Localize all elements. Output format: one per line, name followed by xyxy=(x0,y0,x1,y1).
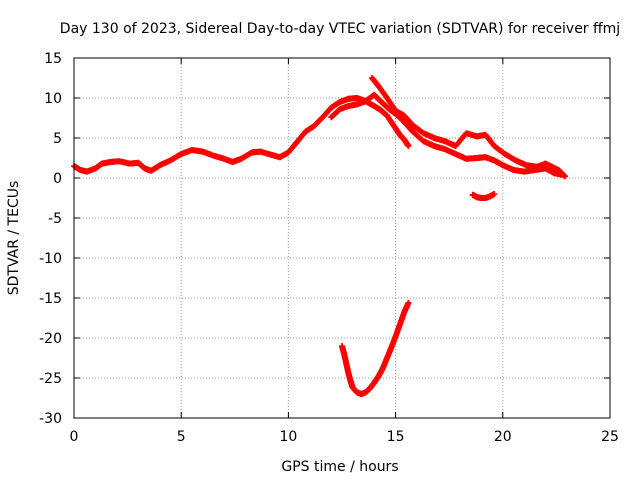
x-tick-label: 25 xyxy=(601,429,619,445)
y-tick-label: 10 xyxy=(44,91,62,107)
main-trace-b xyxy=(328,91,566,178)
x-tick-label: 5 xyxy=(177,429,186,445)
main-trace-a xyxy=(71,95,412,175)
short-offset-segment xyxy=(469,191,498,201)
data-point xyxy=(405,143,412,149)
y-tick-label: -25 xyxy=(39,371,62,387)
grid-lines xyxy=(74,58,610,418)
plot-frame xyxy=(73,57,611,419)
y-tick-label: 0 xyxy=(53,171,62,187)
y-tick-label: -15 xyxy=(39,291,62,307)
chart-title: Day 130 of 2023, Sidereal Day-to-day VTE… xyxy=(60,21,620,37)
x-tick-label: 0 xyxy=(70,429,79,445)
y-tick-label: 5 xyxy=(53,131,62,147)
negative-dip xyxy=(339,299,412,397)
data-point xyxy=(491,191,498,197)
x-tick-label: 15 xyxy=(387,429,405,445)
data-points xyxy=(71,75,568,397)
y-tick-label: 15 xyxy=(44,51,62,67)
data-point xyxy=(561,173,568,180)
y-tick-label: -10 xyxy=(39,251,62,267)
axis-ticks: 0 5 10 15 20 25 15 10 5 0 -5 -10 -15 -20 -25 -30 xyxy=(39,51,619,445)
x-tick-label: 20 xyxy=(494,429,512,445)
y-axis-label: SDTVAR / TECUs xyxy=(6,181,22,296)
main-trace-c xyxy=(369,75,568,180)
x-tick-label: 10 xyxy=(279,429,297,445)
y-tick-label: -5 xyxy=(48,211,62,227)
y-tick-label: -30 xyxy=(39,411,62,427)
y-tick-label: -20 xyxy=(39,331,62,347)
data-point xyxy=(405,299,412,306)
x-axis-label: GPS time / hours xyxy=(281,459,398,475)
